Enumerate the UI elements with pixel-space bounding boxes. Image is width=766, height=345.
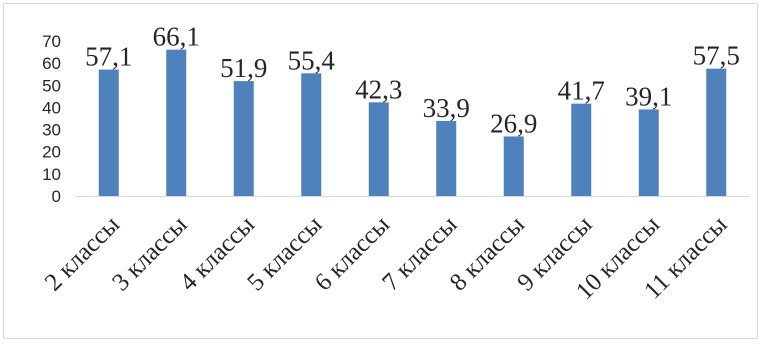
data-label: 33,9 — [423, 93, 470, 123]
data-label: 26,9 — [490, 108, 537, 138]
bar — [436, 120, 457, 196]
data-label: 39,1 — [625, 81, 672, 111]
y-tick-label: 60 — [42, 54, 61, 73]
data-labels: 57,1 66,1 51,9 55,4 42,3 33,9 26,9 41,7 39,1 57,5 — [85, 22, 740, 139]
bar — [706, 68, 727, 196]
bar — [98, 69, 119, 196]
y-tick-label: 50 — [42, 76, 61, 95]
bars — [98, 49, 727, 197]
y-tick-label: 20 — [42, 143, 61, 162]
data-label: 42,3 — [355, 74, 402, 104]
data-label: 41,7 — [558, 76, 605, 106]
bar — [503, 136, 524, 196]
bar — [368, 102, 389, 196]
bar — [638, 109, 659, 196]
y-axis-ticks: 0 10 20 30 40 50 60 70 — [42, 32, 61, 206]
data-label: 51,9 — [220, 53, 267, 83]
y-tick-label: 70 — [42, 32, 61, 51]
y-tick-label: 10 — [42, 165, 61, 184]
bar — [301, 73, 322, 196]
data-label: 57,5 — [693, 41, 740, 71]
bar — [233, 81, 254, 196]
bar — [571, 103, 592, 196]
data-label: 57,1 — [85, 42, 132, 72]
data-label: 55,4 — [288, 45, 336, 75]
y-tick-label: 0 — [52, 187, 61, 206]
y-tick-label: 30 — [42, 121, 61, 140]
y-tick-label: 40 — [42, 98, 61, 117]
bar — [166, 49, 187, 197]
data-label: 66,1 — [153, 22, 200, 52]
